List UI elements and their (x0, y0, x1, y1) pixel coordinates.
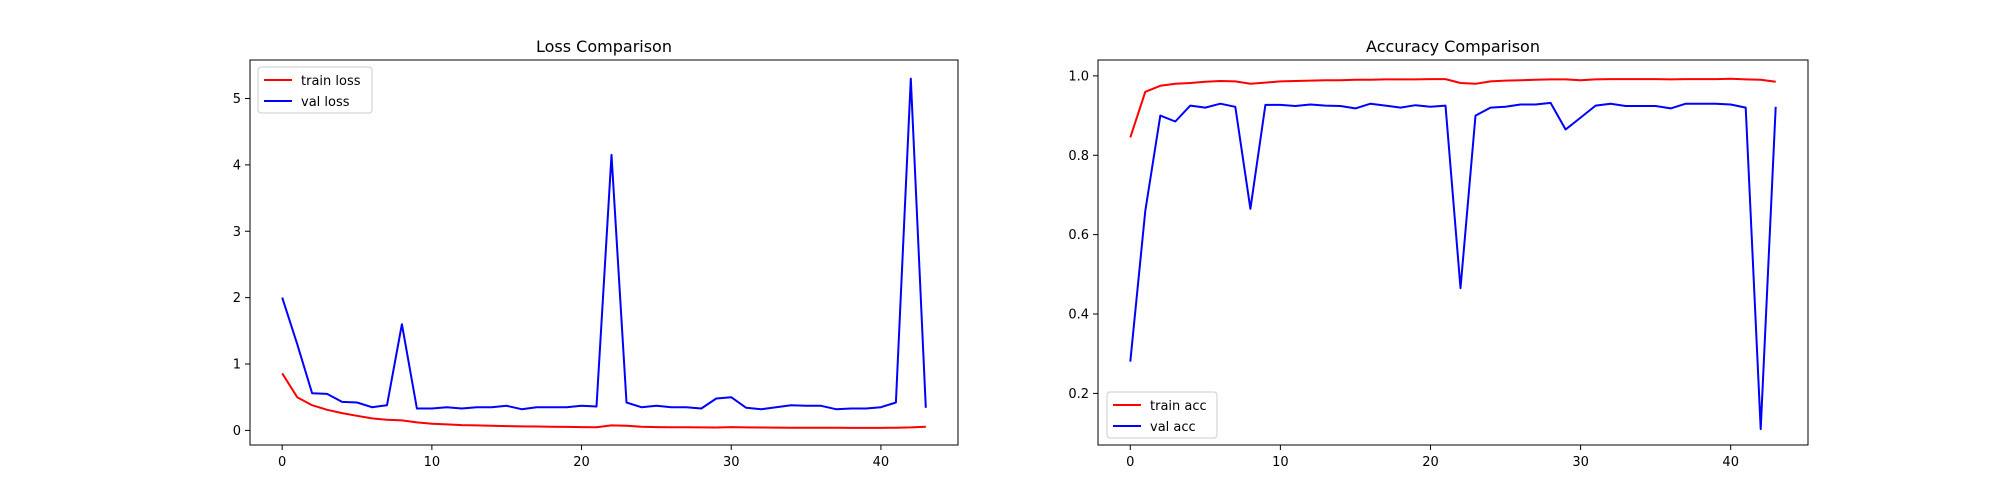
loss-x-tick-label: 40 (873, 455, 890, 470)
loss-x-tick-label: 20 (573, 455, 590, 470)
accuracy-legend-label-val: val acc (1150, 420, 1196, 435)
loss-series-val-loss (281, 77, 927, 411)
accuracy-x-tick-label: 10 (1272, 455, 1289, 470)
accuracy-axes-frame (1097, 59, 1809, 446)
accuracy-y-tick-label: 0.2 (1068, 387, 1089, 402)
accuracy-x-tick-label: 40 (1722, 455, 1739, 470)
loss-y-tick-label: 2 (233, 291, 241, 306)
accuracy-chart-panel: Accuracy Comparison 0 10 20 30 40 0.2 0.4 0.6 0.… (1068, 37, 1809, 470)
loss-y-tick-label: 1 (233, 358, 241, 373)
loss-x-tick-label: 30 (723, 455, 740, 470)
loss-y-tick-label: 3 (233, 225, 241, 240)
loss-chart-title: Loss Comparison (536, 37, 672, 56)
accuracy-x-tick-label: 20 (1422, 455, 1439, 470)
loss-series-train-loss (281, 372, 926, 429)
accuracy-y-tick-label: 1.0 (1068, 69, 1089, 84)
loss-x-tick-label: 10 (424, 455, 441, 470)
accuracy-y-tick-label: 0.8 (1068, 149, 1089, 164)
accuracy-legend-label-train: train acc (1150, 399, 1207, 414)
accuracy-x-tick-label: 30 (1572, 455, 1589, 470)
loss-chart-panel: Loss Comparison 0 10 20 30 40 0 1 2 3 4 5 train lo… (233, 37, 959, 470)
accuracy-x-tick-label: 0 (1126, 455, 1134, 470)
loss-axes-frame (249, 59, 959, 446)
loss-y-tick-label: 0 (233, 424, 241, 439)
accuracy-chart-legend: train acc val acc (1106, 391, 1218, 439)
accuracy-series-val-acc (1129, 101, 1777, 431)
accuracy-y-tick-label: 0.4 (1068, 308, 1089, 323)
loss-legend-label-val: val loss (301, 95, 350, 110)
loss-legend-label-train: train loss (301, 74, 361, 89)
loss-x-tick-label: 0 (278, 455, 286, 470)
accuracy-series-train-acc (1129, 77, 1776, 138)
loss-chart-plot: 0 10 20 30 40 0 1 2 3 4 5 (233, 59, 959, 470)
accuracy-chart-plot: 0 10 20 30 40 0.2 0.4 0.6 0.8 1.0 (1068, 59, 1809, 470)
accuracy-chart-title: Accuracy Comparison (1366, 37, 1540, 56)
loss-chart-legend: train loss val loss (257, 66, 373, 114)
loss-y-tick-label: 4 (233, 158, 241, 173)
loss-y-tick-label: 5 (233, 92, 241, 107)
accuracy-y-tick-label: 0.6 (1068, 228, 1089, 243)
